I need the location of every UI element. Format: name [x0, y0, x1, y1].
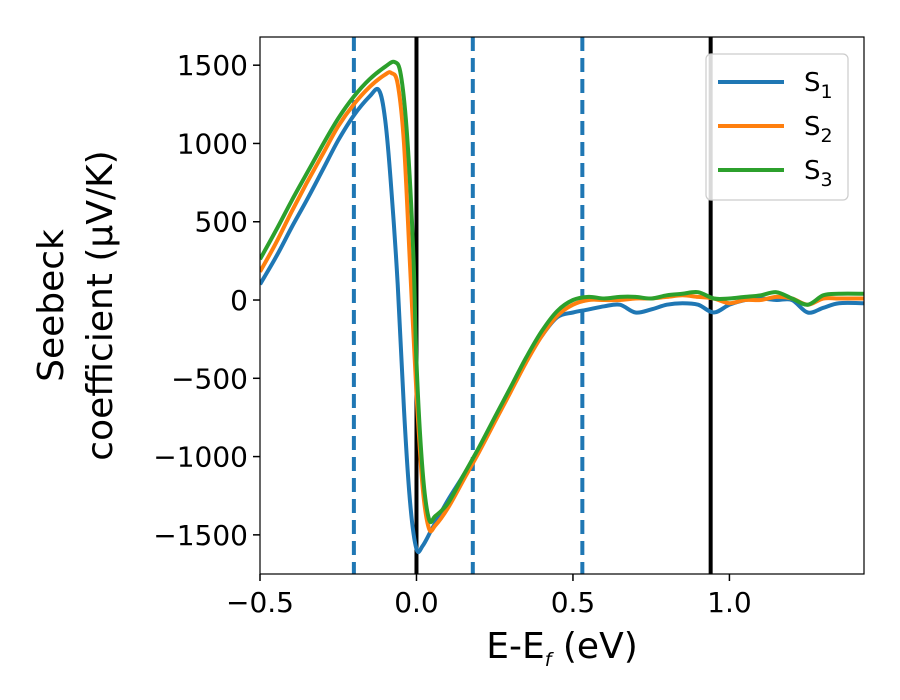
- series-lines: [260, 59, 864, 554]
- y-axis-label: Seebeck coefficient (μV/K): [31, 150, 121, 460]
- axis-ticks: −0.5 0.0 0.5 1.0 −1500 −1000 −500 0 500 1000 1500: [153, 49, 751, 619]
- series-line-s3: [260, 59, 864, 525]
- y-axis-label-line2: coefficient (μV/K): [80, 150, 121, 460]
- legend-label-s3: S3: [804, 156, 833, 191]
- legend-label-s1: S1: [804, 68, 833, 103]
- y-tick-label: −500: [171, 362, 248, 395]
- series-line-s2: [260, 70, 864, 534]
- x-tick-label: −0.5: [226, 586, 294, 619]
- x-tick-label: 0.5: [551, 586, 596, 619]
- y-tick-label: −1500: [153, 519, 248, 552]
- y-tick-label: 0: [230, 284, 248, 317]
- plot-frame: [259, 36, 865, 575]
- y-axis-label-line1: Seebeck: [31, 229, 72, 382]
- x-tick-label: 1.0: [707, 586, 752, 619]
- y-tick-label: 500: [195, 206, 248, 239]
- x-axis-label-sub: f: [545, 649, 555, 671]
- legend-label-s2: S2: [804, 112, 833, 147]
- y-tick-label: 1500: [177, 49, 248, 82]
- x-tick-label: 0.0: [394, 586, 439, 619]
- x-axis-label-unit: (eV): [551, 626, 637, 667]
- y-tick-label: 1000: [177, 127, 248, 160]
- y-tick-label: −1000: [153, 441, 248, 474]
- x-axis-label: E-Ef (eV): [486, 626, 638, 671]
- legend: S1 S2 S3: [705, 53, 849, 201]
- x-axis-label-main: E-E: [486, 626, 544, 667]
